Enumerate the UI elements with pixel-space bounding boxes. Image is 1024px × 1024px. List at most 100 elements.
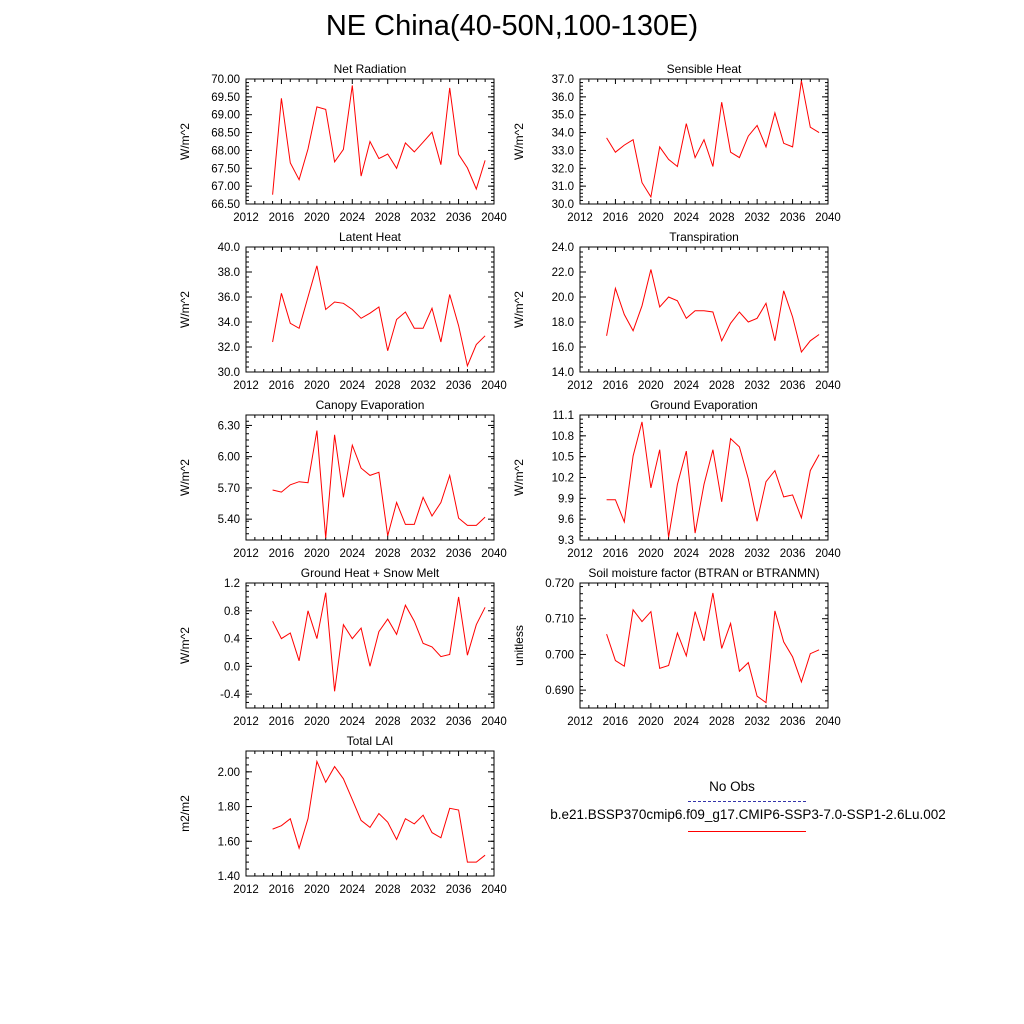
x-tick-label: 2012 [233, 380, 259, 392]
y-tick-label: 34.0 [552, 128, 574, 140]
y-tick-label: 9.3 [558, 535, 574, 547]
y-tick-label: 10.8 [552, 431, 574, 443]
x-tick-label: 2012 [233, 884, 259, 896]
x-tick-label: 2032 [744, 212, 770, 224]
y-tick-label: 9.6 [558, 514, 574, 526]
y-tick-label: 22.0 [552, 267, 574, 279]
x-tick-label: 2020 [304, 884, 330, 896]
plot-frame [579, 582, 829, 709]
y-tick-label: 32.0 [218, 342, 240, 354]
x-tick-label: 2040 [481, 716, 507, 728]
y-tick-label: 36.0 [218, 292, 240, 304]
x-tick-label: 2028 [709, 548, 735, 560]
y-tick-label: 10.5 [552, 452, 574, 464]
x-tick-label: 2024 [339, 380, 365, 392]
plot-frame [245, 414, 495, 541]
x-tick-label: 2020 [638, 380, 664, 392]
y-tick-label: 69.50 [211, 92, 240, 104]
subplot-title: Transpiration [669, 230, 739, 244]
y-tick-label: 0.700 [545, 649, 574, 661]
x-tick-label: 2040 [481, 548, 507, 560]
y-tick-label: 0.720 [545, 578, 574, 590]
y-tick-label: 9.9 [558, 493, 574, 505]
x-tick-label: 2036 [780, 380, 806, 392]
y-tick-label: -0.4 [220, 689, 240, 701]
x-tick-label: 2016 [603, 380, 629, 392]
series-line [606, 80, 820, 199]
y-tick-label: 0.4 [224, 634, 241, 646]
y-tick-label: 32.0 [552, 163, 574, 175]
subplot-title: Ground Heat + Snow Melt [301, 566, 440, 580]
y-tick-label: 30.0 [552, 199, 574, 211]
x-tick-label: 2016 [603, 212, 629, 224]
chart-ground-heat-snow-melt: Ground Heat + Snow Melt W/m^2 2012 2016 2020… [178, 566, 507, 728]
x-tick-label: 2012 [233, 716, 259, 728]
subplot-title: Canopy Evaporation [316, 398, 425, 412]
chart-total-lai: Total LAI m2/m2 2012 2016 2020 2024 2028 2032 20… [178, 734, 507, 896]
page-title: NE China(40-50N,100-130E) [325, 10, 699, 42]
x-tick-label: 2020 [638, 716, 664, 728]
y-tick-label: 0.8 [224, 606, 240, 618]
x-tick-label: 2032 [410, 548, 436, 560]
plot-frame [245, 750, 495, 877]
y-tick-label: 40.0 [218, 242, 240, 254]
x-tick-label: 2028 [709, 380, 735, 392]
chart-ground-evaporation: Ground Evaporation W/m^2 2012 2016 2020 2024 2… [512, 398, 841, 560]
x-tick-label: 2016 [269, 548, 295, 560]
x-tick-label: 2036 [446, 548, 472, 560]
x-tick-label: 2036 [446, 884, 472, 896]
y-axis-label: W/m^2 [178, 459, 192, 496]
x-tick-label: 2024 [673, 548, 699, 560]
plot-frame [245, 246, 495, 373]
subplot-title: Sensible Heat [667, 62, 742, 76]
y-axis-label: m2/m2 [178, 795, 192, 832]
y-tick-label: 68.50 [211, 128, 240, 140]
y-tick-label: 33.0 [552, 145, 574, 157]
subplot-title: Soil moisture factor (BTRAN or BTRANMN) [588, 566, 819, 580]
x-tick-label: 2040 [815, 716, 841, 728]
series-line [272, 85, 486, 195]
y-tick-label: 67.00 [211, 181, 240, 193]
x-tick-label: 2032 [410, 212, 436, 224]
x-tick-label: 2032 [744, 548, 770, 560]
x-tick-label: 2016 [269, 716, 295, 728]
series-line [606, 592, 820, 704]
x-tick-label: 2020 [304, 548, 330, 560]
chart-sensible-heat: Sensible Heat W/m^2 2012 2016 2020 2024 2028 20… [512, 62, 841, 224]
y-axis-label: W/m^2 [512, 123, 526, 160]
y-tick-label: 6.30 [218, 420, 240, 432]
y-axis-label: unitless [512, 625, 526, 666]
chart-latent-heat: Latent Heat W/m^2 2012 2016 2020 2024 2028 2032… [178, 230, 507, 392]
x-tick-label: 2012 [567, 548, 593, 560]
x-tick-label: 2024 [673, 212, 699, 224]
plot-frame [579, 246, 829, 373]
x-tick-label: 2032 [410, 716, 436, 728]
y-tick-label: 1.40 [218, 871, 240, 883]
x-tick-label: 2016 [269, 380, 295, 392]
x-tick-label: 2020 [304, 380, 330, 392]
x-tick-label: 2012 [567, 716, 593, 728]
y-tick-label: 6.00 [218, 452, 240, 464]
x-tick-label: 2028 [375, 380, 401, 392]
x-tick-label: 2036 [446, 716, 472, 728]
y-tick-label: 1.60 [218, 836, 240, 848]
x-tick-label: 2036 [446, 212, 472, 224]
y-tick-label: 0.690 [545, 685, 574, 697]
y-tick-label: 34.0 [218, 317, 240, 329]
y-axis-label: W/m^2 [178, 627, 192, 664]
subplot-title: Net Radiation [334, 62, 407, 76]
y-axis-label: W/m^2 [178, 291, 192, 328]
y-tick-label: 5.40 [218, 514, 240, 526]
y-tick-label: 20.0 [552, 292, 574, 304]
x-tick-label: 2012 [233, 548, 259, 560]
x-tick-label: 2036 [780, 548, 806, 560]
plot-frame [579, 414, 829, 541]
x-tick-label: 2032 [744, 380, 770, 392]
x-tick-label: 2028 [375, 548, 401, 560]
x-tick-label: 2012 [567, 380, 593, 392]
x-tick-label: 2040 [815, 548, 841, 560]
x-tick-label: 2032 [744, 716, 770, 728]
x-tick-label: 2036 [446, 380, 472, 392]
y-tick-label: 68.00 [211, 145, 240, 157]
y-axis-label: W/m^2 [178, 123, 192, 160]
